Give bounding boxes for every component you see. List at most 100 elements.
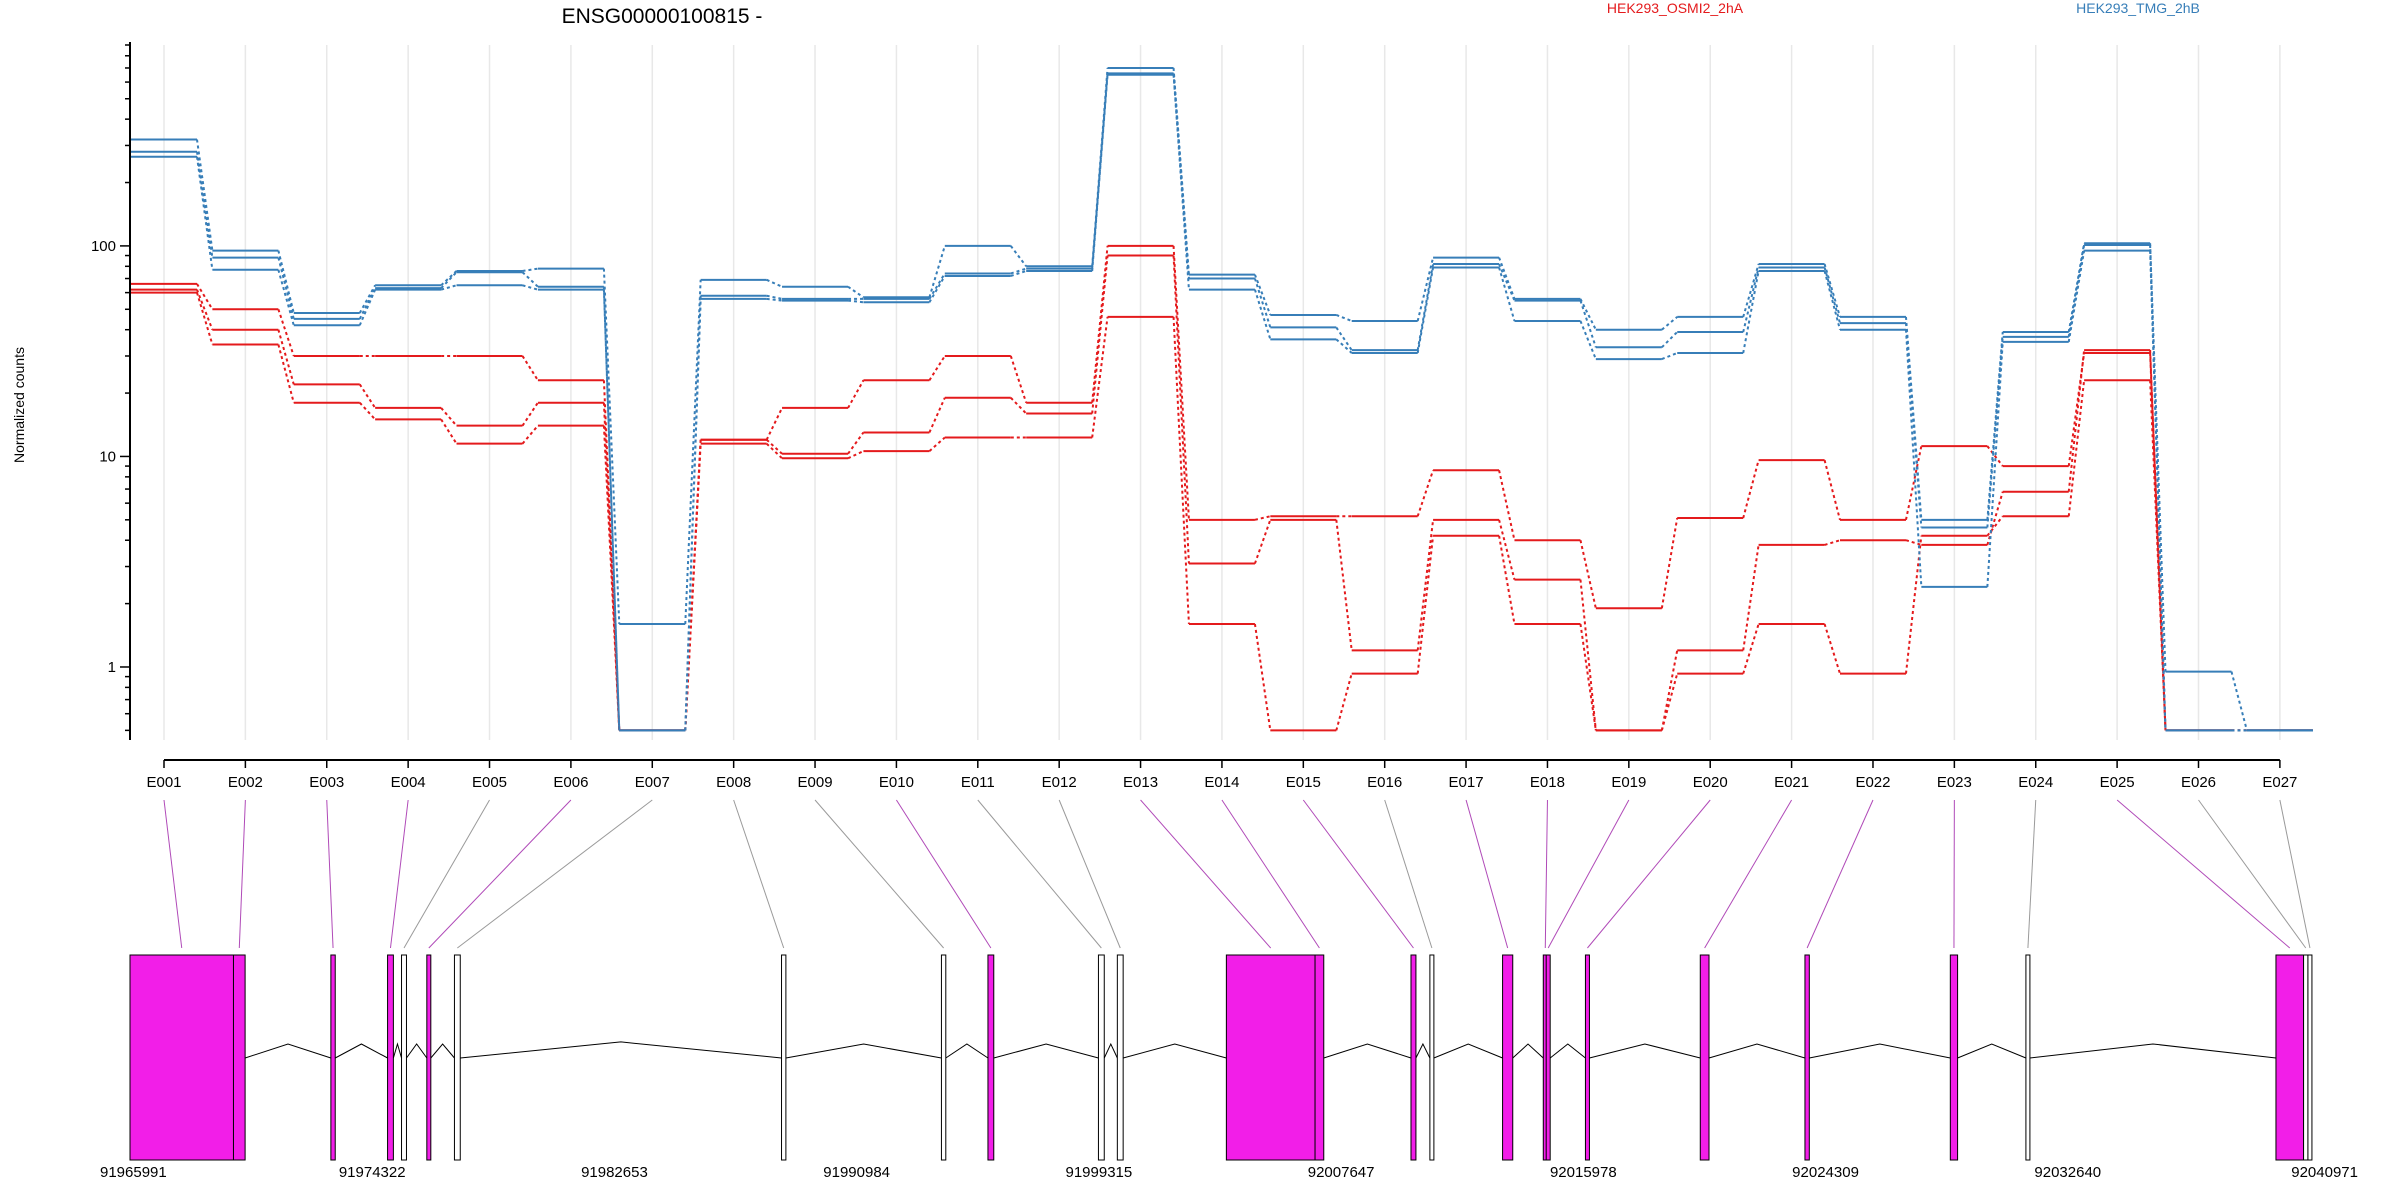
genomic-coordinate-label: 91965991: [100, 1164, 167, 1181]
exon-box: [1429, 954, 1435, 1161]
exon-box: [330, 954, 336, 1161]
exon-connector: [1806, 799, 1874, 949]
series-connector: [1498, 519, 1516, 580]
series-connector: [522, 267, 539, 272]
genomic-coordinate-label: 91999315: [1066, 1164, 1133, 1181]
exon-connector: [457, 799, 653, 949]
exon-box: [1949, 954, 1959, 1161]
x-tick-label: E006: [553, 774, 588, 791]
exon-connector: [2116, 799, 2291, 949]
series-connector: [521, 425, 539, 445]
legend-entry-osmi2: HEK293_OSMI2_2hA: [1607, 0, 1744, 16]
intron-line: [1708, 1043, 1806, 1059]
intron-line: [1433, 1043, 1503, 1059]
series-connector: [1091, 255, 1109, 414]
series-connector: [1986, 336, 2004, 528]
genomic-coordinate-label: 92040971: [2291, 1164, 2358, 1181]
intron-line: [1549, 1043, 1586, 1059]
series-connector: [1416, 519, 1435, 651]
series-connector: [1986, 445, 2004, 467]
series-connector: [2230, 671, 2248, 731]
series-connector: [1986, 515, 2004, 537]
series-connector: [1660, 673, 1679, 731]
exon-connector: [2027, 799, 2037, 949]
series-connector: [1904, 323, 1923, 528]
exon-connector: [326, 799, 334, 949]
x-tick-label: E002: [228, 774, 263, 791]
x-tick-label: E015: [1286, 774, 1321, 791]
series-connector: [1253, 519, 1272, 564]
series-connector: [1416, 535, 1435, 674]
exon-connector: [1221, 799, 1320, 949]
x-tick-label: E026: [2181, 774, 2216, 791]
genomic-coordinate-label: 92024309: [1792, 1164, 1859, 1181]
intron-line: [1589, 1043, 1701, 1059]
exon-connector: [2279, 799, 2311, 949]
series-connector: [1579, 623, 1597, 731]
series-connector: [765, 407, 783, 441]
exon-box: [1804, 954, 1810, 1161]
intron-line: [1323, 1043, 1412, 1059]
y-tick-label: 1: [108, 659, 116, 676]
series-connector: [440, 270, 458, 287]
series-connector: [1742, 270, 1760, 354]
series-HEK293_TMG_2hB-5: [131, 73, 2313, 732]
intron-line: [1512, 1043, 1544, 1059]
series-connector: [1660, 517, 1679, 609]
series-connector: [1823, 270, 1841, 330]
y-tick-label: 10: [99, 448, 116, 465]
x-tick-label: E012: [1042, 774, 1077, 791]
series-connector: [1498, 263, 1516, 301]
exon-box: [1584, 954, 1590, 1161]
exon-connector: [1587, 799, 1711, 949]
exon-box: [987, 954, 995, 1161]
series-connector: [1091, 245, 1109, 403]
intron-line: [460, 1041, 782, 1059]
series-connector: [358, 284, 377, 314]
series-connector: [277, 257, 295, 320]
x-tick-label: E013: [1123, 774, 1158, 791]
exon-connector: [895, 799, 992, 949]
exon-box: [453, 954, 461, 1161]
intron-line: [244, 1043, 332, 1059]
series-connector: [358, 289, 377, 326]
exon-connector: [403, 799, 490, 949]
intron-line: [993, 1043, 1099, 1059]
series-connector: [1254, 274, 1272, 316]
exon-connector: [2198, 799, 2307, 949]
series-connector: [1416, 469, 1435, 517]
series-connector: [1661, 316, 1678, 331]
series-connector: [1010, 267, 1027, 275]
series-connector: [1416, 267, 1435, 354]
series-connector: [1253, 278, 1272, 328]
series-connector: [1904, 535, 1923, 674]
exon-connector: [163, 799, 183, 949]
exon-box: [1097, 954, 1105, 1161]
series-connector: [2067, 250, 2086, 343]
exon-connector: [1302, 799, 1414, 949]
series-connector: [928, 272, 946, 300]
series-connector: [1986, 331, 2004, 520]
series-lines: [131, 66, 2313, 732]
series-connector: [1335, 519, 1353, 651]
series-connector: [1335, 326, 1353, 351]
series-connector: [766, 294, 783, 300]
series-connector: [1742, 623, 1760, 674]
series-connector: [1823, 459, 1841, 521]
series-connector: [196, 151, 214, 258]
exon-connector: [1058, 799, 1121, 949]
exon-box: [401, 954, 407, 1161]
series-connector: [1905, 445, 1923, 521]
x-tick-label: E005: [472, 774, 507, 791]
series-connector: [196, 283, 214, 310]
series-connector: [1579, 320, 1597, 360]
series-connector: [196, 156, 214, 270]
series-connector: [358, 287, 377, 320]
exon-box: [1502, 954, 1514, 1161]
exon-box: [1116, 954, 1124, 1161]
intron-line: [335, 1043, 388, 1059]
series-connector: [2149, 250, 2167, 731]
series-connector: [1579, 579, 1597, 731]
series-connector: [602, 286, 621, 731]
